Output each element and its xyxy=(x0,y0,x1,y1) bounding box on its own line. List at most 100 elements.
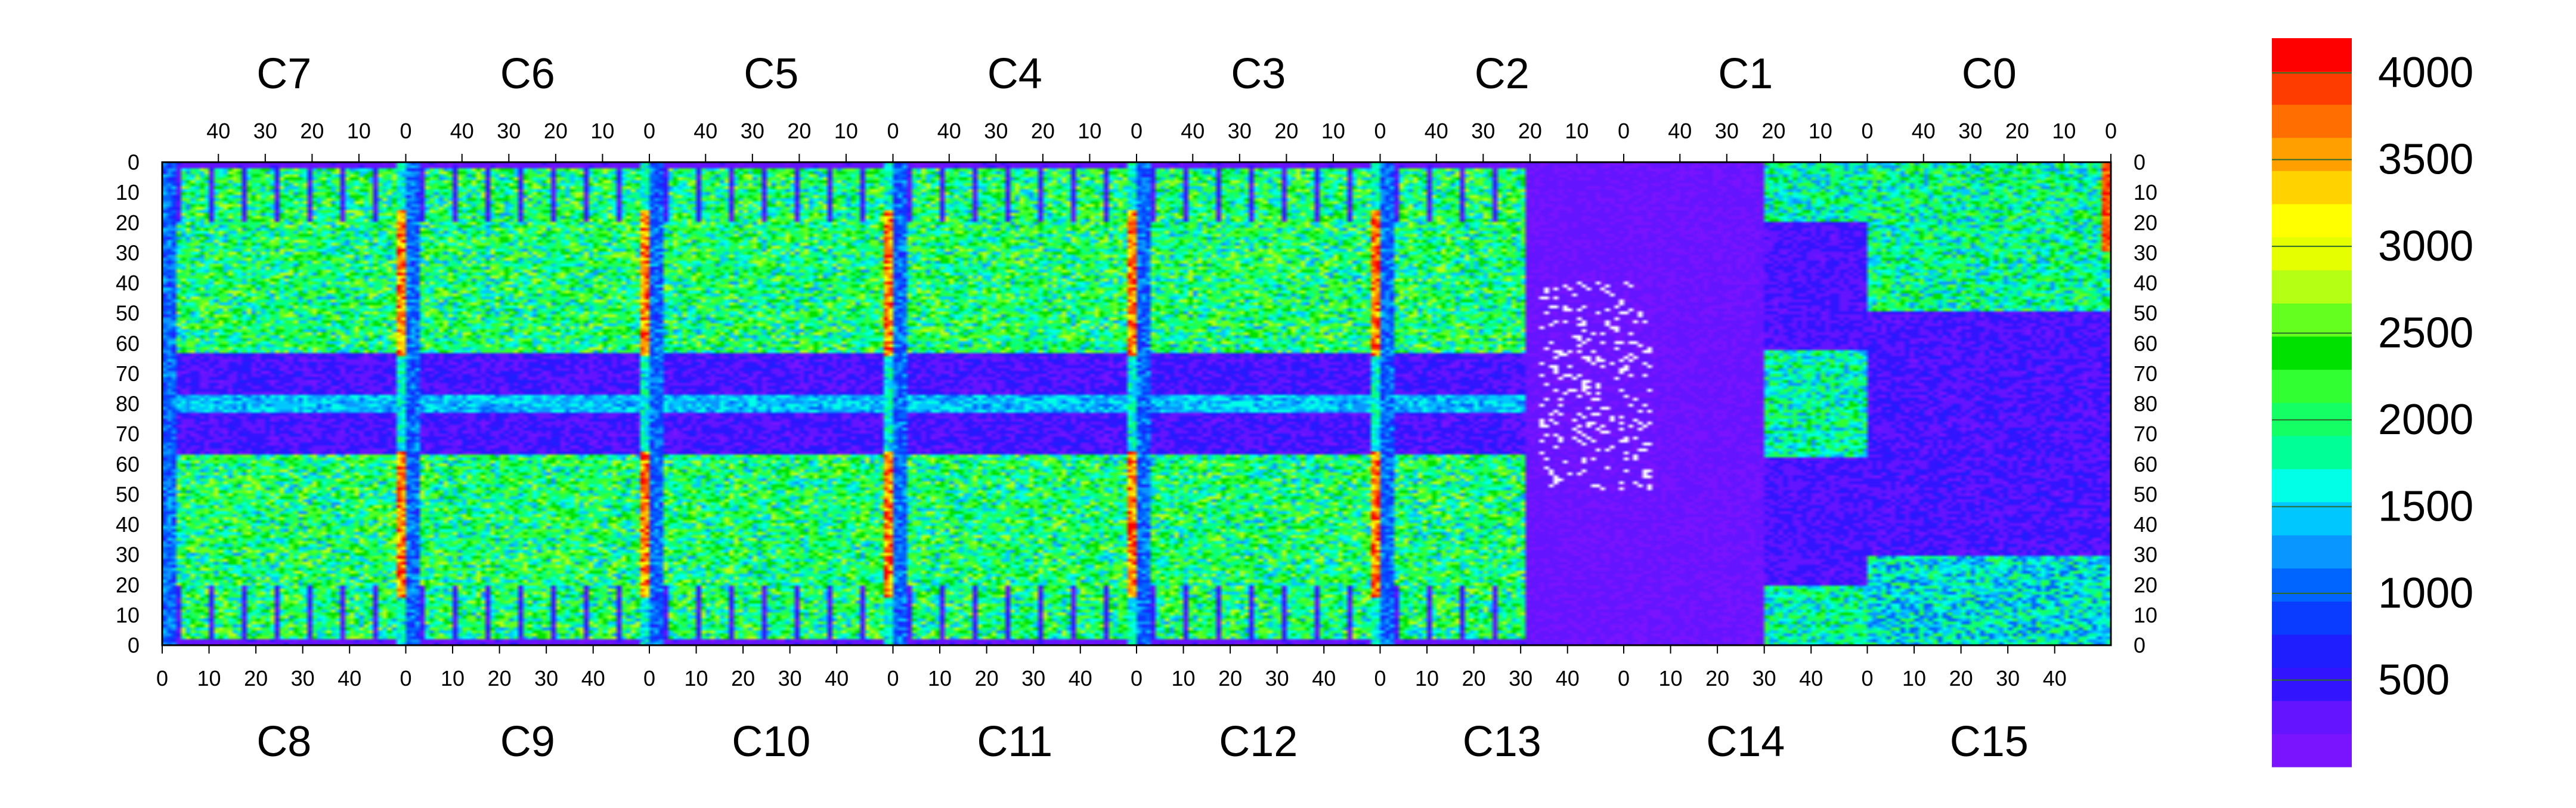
left-tick-label: 60 xyxy=(116,331,140,355)
colorbar-tick-label: 3000 xyxy=(2378,222,2473,270)
bottom-tick-label: 20 xyxy=(1705,666,1729,691)
top-tick-label: 20 xyxy=(300,119,324,143)
chip-label-c14: C14 xyxy=(1706,718,1785,766)
top-tick-label: 20 xyxy=(1031,119,1055,143)
right-tick-label: 60 xyxy=(2134,452,2157,476)
top-tick-label: 0 xyxy=(2105,119,2117,143)
colorbar: 500 1000 1500 2000 2500 3000 3500 4000 xyxy=(2272,38,2473,767)
bottom-tick-label: 0 xyxy=(400,666,411,691)
top-tick-label: 10 xyxy=(1321,119,1345,143)
top-tick-label: 40 xyxy=(937,119,961,143)
bottom-tick-label: 0 xyxy=(156,666,168,691)
bottom-tick-label: 30 xyxy=(1996,666,2020,691)
bottom-tick-label: 0 xyxy=(1131,666,1143,691)
chip-label-c1: C1 xyxy=(1718,50,1773,98)
top-tick-label: 30 xyxy=(1715,119,1739,143)
bottom-tick-label: 40 xyxy=(2043,666,2067,691)
top-tick-label: 0 xyxy=(643,119,655,143)
colorbar-tick-label: 1500 xyxy=(2378,483,2473,531)
bottom-tick-label: 10 xyxy=(1172,666,1196,691)
colorbar-segment xyxy=(2272,469,2352,503)
top-tick-label: 30 xyxy=(1228,119,1252,143)
top-tick-label: 20 xyxy=(1274,119,1298,143)
bottom-chip-labels: C8 C9 C10 C11 C12 C13 C14 C15 xyxy=(256,718,2029,766)
right-tick-label: 80 xyxy=(2134,392,2157,416)
top-tick-label: 40 xyxy=(693,119,717,143)
bottom-tick-label: 30 xyxy=(1509,666,1532,691)
colorbar-segment xyxy=(2272,634,2352,668)
top-tick-label: 0 xyxy=(400,119,411,143)
chip-label-c5: C5 xyxy=(744,50,798,98)
chip-label-c11: C11 xyxy=(977,718,1052,766)
top-tick-label: 20 xyxy=(1761,119,1785,143)
left-tick-label: 70 xyxy=(116,422,140,446)
bottom-tick-label: 20 xyxy=(731,666,755,691)
right-tick-label: 0 xyxy=(2134,633,2145,658)
left-tick-label: 30 xyxy=(116,543,140,567)
heatmap-image xyxy=(162,162,2111,645)
colorbar-tick-label: 2500 xyxy=(2378,309,2473,357)
top-x-axis: 40 30 20 10 0 40 30 20 10 0 40 30 20 10 0 40 30 20 10 0 40 30… xyxy=(206,119,2117,162)
bottom-tick-label: 10 xyxy=(441,666,465,691)
colorbar-segment xyxy=(2272,336,2352,370)
colorbar-tick-label: 500 xyxy=(2378,657,2450,704)
right-y-axis: 0 10 20 30 40 50 60 70 80 70 60 50 40 30 20 10 0 xyxy=(2101,150,2157,658)
chip-label-c12: C12 xyxy=(1219,718,1298,766)
top-tick-label: 30 xyxy=(741,119,764,143)
bottom-tick-label: 20 xyxy=(1218,666,1242,691)
left-tick-label: 10 xyxy=(116,603,140,627)
right-tick-label: 50 xyxy=(2134,301,2157,326)
chip-label-c3: C3 xyxy=(1231,50,1286,98)
bottom-tick-label: 40 xyxy=(338,666,361,691)
colorbar-segment xyxy=(2272,601,2352,635)
right-tick-label: 40 xyxy=(2134,512,2157,537)
left-tick-label: 0 xyxy=(128,150,140,175)
colorbar-segment xyxy=(2272,403,2352,436)
colorbar-segment xyxy=(2272,568,2352,602)
top-tick-label: 10 xyxy=(1078,119,1101,143)
bottom-tick-label: 40 xyxy=(1556,666,1580,691)
colorbar-segment xyxy=(2272,237,2352,271)
right-tick-label: 70 xyxy=(2134,361,2157,386)
top-tick-label: 40 xyxy=(1425,119,1448,143)
colorbar-segment xyxy=(2272,435,2352,469)
chip-label-c8: C8 xyxy=(256,718,311,766)
top-tick-label: 10 xyxy=(347,119,371,143)
colorbar-segment xyxy=(2272,171,2352,205)
top-tick-label: 10 xyxy=(590,119,614,143)
bottom-tick-label: 40 xyxy=(1069,666,1092,691)
top-tick-label: 30 xyxy=(984,119,1008,143)
top-tick-label: 20 xyxy=(787,119,811,143)
bottom-tick-label: 20 xyxy=(1949,666,1973,691)
colorbar-tick-label: 2000 xyxy=(2378,396,2473,444)
top-tick-label: 40 xyxy=(1668,119,1692,143)
chip-label-c0: C0 xyxy=(1962,50,2017,98)
chip-label-c6: C6 xyxy=(500,50,555,98)
bottom-tick-label: 30 xyxy=(291,666,315,691)
right-tick-label: 20 xyxy=(2134,572,2157,597)
left-tick-label: 50 xyxy=(116,482,140,506)
bottom-tick-label: 20 xyxy=(244,666,268,691)
right-tick-label: 30 xyxy=(2134,240,2157,265)
left-tick-label: 60 xyxy=(116,452,140,476)
top-tick-label: 20 xyxy=(544,119,568,143)
chip-label-c9: C9 xyxy=(500,718,555,766)
right-tick-label: 50 xyxy=(2134,482,2157,506)
bottom-tick-label: 10 xyxy=(685,666,708,691)
right-tick-label: 70 xyxy=(2134,422,2157,446)
colorbar-segment xyxy=(2272,501,2352,535)
right-tick-label: 10 xyxy=(2134,603,2157,627)
colorbar-segment xyxy=(2272,71,2352,105)
bottom-tick-label: 10 xyxy=(928,666,952,691)
top-tick-label: 30 xyxy=(1471,119,1495,143)
bottom-tick-label: 20 xyxy=(975,666,999,691)
bottom-tick-label: 0 xyxy=(1861,666,1873,691)
chip-label-c13: C13 xyxy=(1463,718,1541,766)
colorbar-segment xyxy=(2272,38,2352,72)
bottom-tick-label: 30 xyxy=(1021,666,1045,691)
right-tick-label: 40 xyxy=(2134,271,2157,295)
bottom-tick-label: 20 xyxy=(1462,666,1486,691)
colorbar-segment xyxy=(2272,535,2352,569)
